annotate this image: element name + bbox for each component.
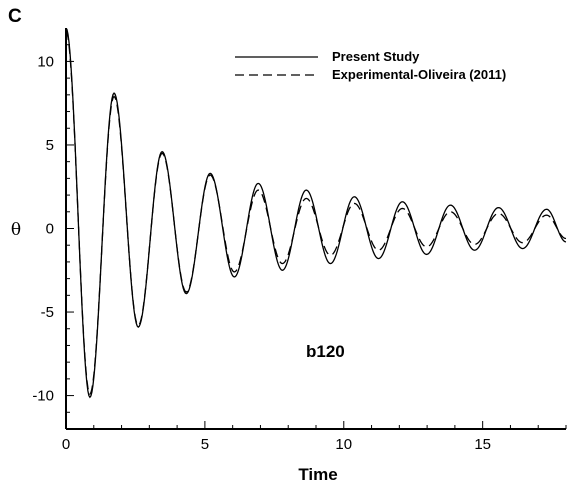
- tick-labels: 0 5 10 15 -10 -5 0 5 10: [32, 53, 491, 453]
- x-tick-label: 10: [335, 436, 352, 453]
- y-tick-label: 0: [46, 221, 54, 238]
- x-tick-label: 15: [474, 436, 491, 453]
- axes: [65, 28, 566, 430]
- y-axis-title: θ: [11, 220, 21, 240]
- x-tick-label: 5: [201, 436, 209, 453]
- series-group: [66, 28, 567, 399]
- y-tick-label: -5: [41, 304, 54, 321]
- x-tick-label: 0: [62, 436, 70, 453]
- y-tick-label: -10: [32, 388, 54, 405]
- legend-label-present-study: Present Study: [332, 49, 420, 64]
- y-tick-label: 10: [37, 53, 54, 70]
- panel-label: C: [8, 6, 22, 27]
- annotation-b120: b120: [306, 342, 345, 361]
- y-tick-label: 5: [46, 137, 54, 154]
- legend: Present Study Experimental-Oliveira (201…: [235, 49, 506, 82]
- ticks: [65, 44, 567, 429]
- legend-label-experimental: Experimental-Oliveira (2011): [332, 67, 506, 82]
- x-axis-title: Time: [298, 465, 337, 484]
- series-line-experimental: [66, 30, 567, 396]
